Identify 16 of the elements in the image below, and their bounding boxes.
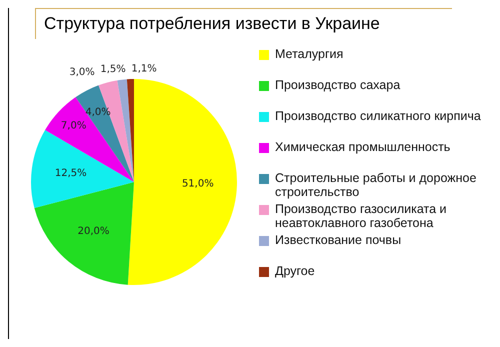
data-label: 3,0% xyxy=(69,67,95,78)
legend-label: Известкование почвы xyxy=(275,233,402,247)
legend-label: Строительные работы и дорожное строительство xyxy=(275,171,478,199)
data-label: 51,0% xyxy=(182,178,214,190)
data-label: 12,5% xyxy=(54,168,87,179)
legend-label: Металургия xyxy=(275,47,344,61)
legend-label: Производство сахара xyxy=(275,78,400,92)
chart-title: Структура потребления извести в Украине xyxy=(35,8,452,39)
legend-label: Химическая промышленность xyxy=(275,140,450,154)
data-label: 1,5% xyxy=(100,64,126,76)
legend-label: Производство газосиликата и неавтоклавного газобетона xyxy=(275,202,448,230)
legend-label: Производство силикатного кирпича xyxy=(275,109,481,123)
data-label: 1,1% xyxy=(131,63,157,74)
data-label: 20,0% xyxy=(78,226,110,237)
data-label: 7,0% xyxy=(60,120,86,132)
legend-label: Другое xyxy=(275,264,315,278)
